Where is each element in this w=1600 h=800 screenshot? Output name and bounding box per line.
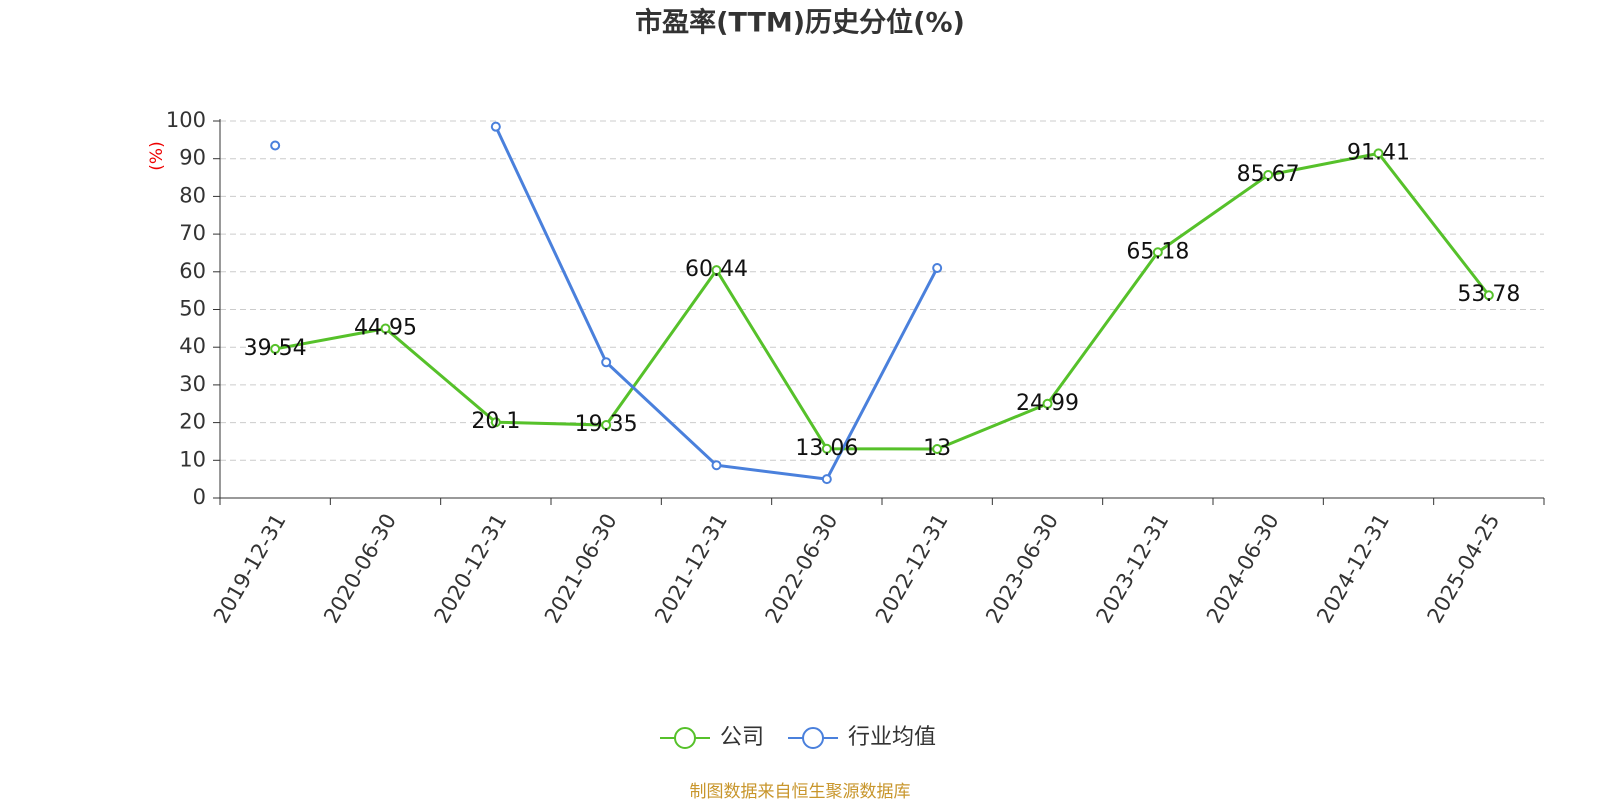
data-label: 85.67	[1237, 162, 1300, 187]
x-tick-label: 2023-12-31	[1092, 510, 1174, 628]
data-point	[380, 323, 391, 334]
data-point	[490, 417, 501, 428]
x-tick-label: 2023-06-30	[981, 510, 1063, 628]
x-tick-label: 2022-06-30	[761, 510, 843, 628]
data-label: 13.06	[795, 436, 858, 461]
y-tick-label: 100	[166, 108, 206, 132]
x-tick-label: 2019-12-31	[209, 510, 291, 628]
y-tick-label: 60	[179, 259, 206, 283]
data-label: 13	[923, 436, 951, 461]
data-point	[1152, 247, 1163, 258]
y-tick-label: 40	[179, 334, 206, 358]
series-line	[274, 151, 1491, 451]
data-point	[1483, 290, 1494, 301]
legend-label: 公司	[720, 725, 764, 750]
x-tick-label: 2021-06-30	[540, 510, 622, 628]
y-tick-label: 70	[179, 221, 206, 245]
data-point	[821, 443, 832, 454]
x-tick-label: 2020-12-31	[430, 510, 512, 628]
data-point	[1373, 148, 1384, 159]
data-label: 19.35	[575, 412, 638, 437]
x-tick-label: 2020-06-30	[319, 510, 401, 628]
data-point	[270, 343, 281, 354]
data-label: 91.41	[1347, 140, 1410, 165]
data-point	[1263, 170, 1274, 181]
x-tick-label: 2025-04-25	[1423, 510, 1505, 628]
data-point	[711, 460, 722, 471]
chart-title: 市盈率(TTM)历史分位(%)	[635, 7, 965, 39]
x-tick-label: 2024-06-30	[1202, 510, 1284, 628]
legend-marker	[674, 727, 696, 749]
y-tick-label: 0	[193, 485, 206, 509]
y-tick-label: 80	[179, 183, 206, 207]
data-point	[270, 140, 281, 151]
data-label: 39.54	[244, 336, 307, 361]
x-tick-label: 2024-12-31	[1312, 510, 1394, 628]
data-point	[601, 420, 612, 431]
legend-label: 行业均值	[848, 725, 936, 750]
data-point	[932, 443, 943, 454]
y-tick-label: 90	[179, 146, 206, 170]
legend-marker	[802, 727, 825, 749]
data-label: 44.95	[354, 316, 417, 341]
data-point	[601, 357, 612, 368]
legend: 公司 行业均值	[660, 725, 936, 750]
data-label: 60.44	[685, 257, 748, 282]
y-tick-label: 10	[179, 447, 206, 471]
data-label: 65.18	[1126, 239, 1189, 264]
source-note: 制图数据来自恒生聚源数据库	[690, 782, 911, 800]
y-tick-label: 30	[179, 372, 206, 396]
y-tick-label: 50	[179, 297, 206, 321]
data-label: 20.1	[471, 409, 520, 434]
data-point	[711, 265, 722, 276]
x-tick-label: 2021-12-31	[650, 510, 732, 628]
x-tick-label: 2022-12-31	[871, 510, 953, 628]
y-axis-label: (%)	[147, 141, 167, 170]
y-tick-label: 20	[179, 410, 206, 434]
data-label: 24.99	[1016, 391, 1079, 416]
data-point	[490, 121, 501, 132]
series-line	[494, 126, 939, 481]
data-point	[1042, 398, 1053, 409]
data-label: 53.78	[1457, 282, 1520, 307]
data-point	[932, 263, 943, 274]
data-point	[821, 474, 832, 485]
